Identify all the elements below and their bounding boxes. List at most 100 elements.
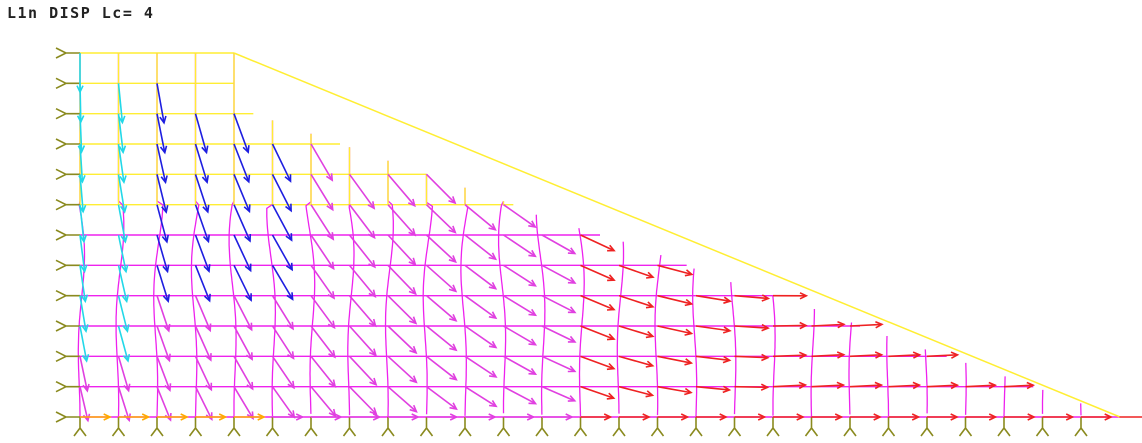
arrow-shaft	[233, 234, 252, 271]
arrow-shaft	[503, 355, 536, 375]
displacement-arrow	[348, 234, 376, 269]
arrow-head	[327, 261, 335, 271]
displacement-arrow	[310, 234, 335, 271]
displacement-arrow	[465, 413, 497, 421]
arrow-shaft	[117, 113, 124, 153]
arrow-shaft	[233, 264, 252, 301]
displacement-arrow	[772, 321, 808, 330]
arrow-head	[162, 264, 170, 274]
displacement-arrow	[348, 264, 377, 298]
displacement-arrow	[657, 355, 694, 366]
arrow-head	[408, 287, 417, 296]
arrow-shaft	[348, 355, 377, 386]
arrow-head	[325, 173, 334, 182]
arrow-shaft	[503, 294, 536, 316]
support-glyph	[1074, 417, 1088, 437]
mesh-vertical-line	[848, 322, 853, 415]
arrow-shaft	[425, 173, 456, 204]
left-support	[55, 47, 80, 59]
arrow-shaft	[387, 295, 417, 324]
arrow-head	[448, 284, 458, 293]
support-symbols	[55, 47, 1088, 437]
support-glyph	[55, 229, 80, 241]
mesh-vertical-line	[347, 147, 355, 416]
arrow-shaft	[464, 355, 497, 378]
bottom-support	[1035, 417, 1050, 437]
arrow-head	[761, 294, 771, 302]
arrow-head	[988, 413, 998, 421]
arrow-shaft	[657, 355, 692, 364]
displacement-arrow	[348, 386, 378, 416]
arrow-shaft	[541, 385, 576, 402]
arrow-shaft	[310, 355, 336, 387]
arrow-head	[409, 375, 418, 384]
arrow-head	[201, 145, 209, 155]
left-support	[55, 380, 80, 393]
arrow-shaft	[426, 386, 457, 410]
load-case-title: L1n DISP Lc= 4	[7, 4, 155, 22]
arrow-head	[408, 228, 417, 237]
arrow-head	[119, 205, 128, 214]
support-glyph	[55, 289, 80, 302]
displacement-arrow	[426, 386, 458, 411]
displacement-arrow	[850, 413, 882, 421]
arrow-shaft	[79, 234, 86, 272]
arrow-shaft	[541, 264, 576, 284]
arrow-shaft	[657, 264, 692, 276]
arrow-shaft	[464, 264, 497, 290]
left-support	[55, 320, 80, 332]
arrow-head	[796, 413, 805, 421]
mesh-vertical-line	[616, 241, 625, 414]
arrow-head	[606, 303, 616, 311]
arrow-head	[448, 255, 457, 264]
bottom-support	[920, 417, 934, 437]
arrow-head	[121, 294, 130, 304]
displacement-arrow	[927, 413, 959, 421]
support-glyph	[342, 417, 357, 437]
arrow-head	[326, 232, 335, 241]
arrow-shaft	[117, 143, 125, 183]
displacement-arrow	[156, 174, 169, 214]
arrow-shaft	[117, 174, 126, 213]
arrow-shaft	[271, 173, 292, 212]
displacement-arrow	[657, 294, 694, 307]
arrow-shaft	[618, 325, 654, 338]
arrow-shaft	[811, 384, 844, 388]
displacement-arrow	[773, 413, 805, 421]
displacement-arrow	[695, 294, 732, 304]
arrow-shaft	[464, 295, 497, 319]
displacement-arrow	[503, 325, 538, 346]
displacement-arrow	[541, 264, 577, 284]
displacement-arrow	[541, 385, 577, 402]
bottom-support	[573, 417, 588, 437]
displacement-arrow	[503, 234, 537, 258]
arrow-shaft	[772, 384, 806, 388]
arrow-shaft	[772, 354, 806, 358]
support-glyph	[843, 417, 857, 437]
mesh-vertical-line	[497, 200, 507, 414]
arrow-shaft	[348, 234, 376, 268]
support-glyph	[1035, 417, 1050, 437]
arrow-head	[242, 145, 250, 154]
arrow-shaft	[503, 264, 536, 287]
arrow-shaft	[233, 174, 251, 212]
arrow-head	[448, 313, 458, 322]
displacement-arrow	[194, 234, 211, 273]
arrow-shaft	[541, 294, 576, 314]
arrow-head	[159, 115, 167, 125]
arrow-head	[950, 381, 960, 390]
arrow-shaft	[926, 384, 958, 388]
arrow-head	[449, 343, 458, 352]
displacement-arrow	[194, 113, 209, 155]
arrow-shaft	[503, 204, 536, 228]
arrow-head	[680, 413, 690, 421]
arrow-head	[409, 404, 418, 413]
bottom-support	[1074, 417, 1088, 437]
arrow-head	[684, 358, 694, 366]
arrow-shaft	[271, 264, 294, 300]
arrow-head	[988, 381, 998, 390]
mesh-vertical-line	[535, 214, 546, 415]
arrow-shaft	[425, 234, 457, 263]
arrow-shaft	[348, 264, 376, 297]
support-glyph	[55, 411, 80, 423]
